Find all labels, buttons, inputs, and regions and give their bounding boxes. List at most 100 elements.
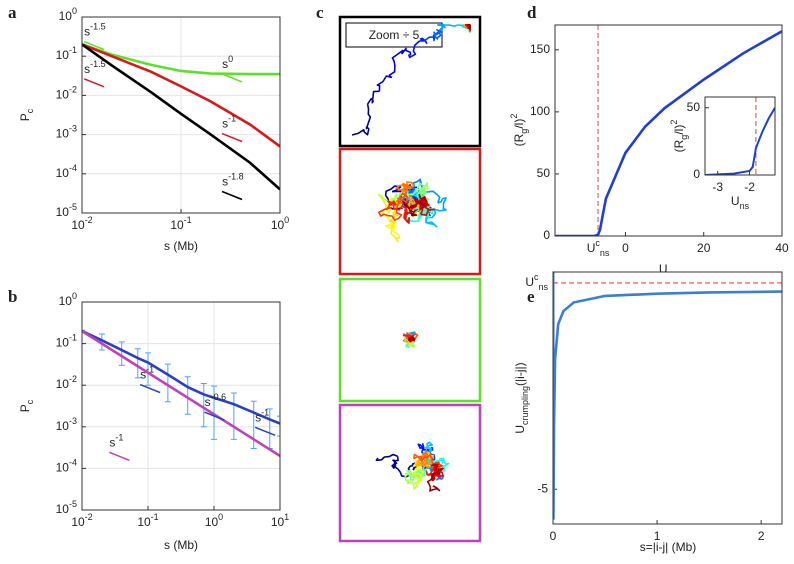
text-part: -4 xyxy=(69,163,77,173)
chain-segment xyxy=(415,457,427,467)
x-axis-label: s (Mb) xyxy=(164,239,198,253)
panel-letter: b xyxy=(8,287,17,306)
error-bar xyxy=(230,392,237,440)
chain-segment xyxy=(382,199,393,215)
chain-segment xyxy=(403,212,411,224)
x-tick-label: 10-2 xyxy=(71,512,92,529)
chain-segment xyxy=(434,457,446,463)
x-tick-label: 100 xyxy=(271,215,289,232)
panel-letter: c xyxy=(316,3,324,22)
y-tick-label: 10-5 xyxy=(56,499,77,516)
slope-guide xyxy=(83,78,105,88)
chain-segment xyxy=(420,453,434,463)
text-part: -1 xyxy=(69,333,77,343)
text-part: -0.6 xyxy=(211,393,227,403)
slope-label: s-1 xyxy=(140,365,154,382)
series-line xyxy=(553,272,782,520)
chain-segment xyxy=(392,456,399,466)
text-part: 1 xyxy=(284,512,289,522)
text-part: s xyxy=(222,57,228,71)
text-part: -5 xyxy=(69,202,77,212)
text-part: s xyxy=(109,436,115,450)
series-line xyxy=(705,107,775,175)
text-part: -1 xyxy=(228,114,236,124)
text-part: 10 xyxy=(56,166,70,180)
text-part: 10 xyxy=(56,336,70,350)
chain-segment xyxy=(412,178,424,188)
text-part: P xyxy=(18,404,32,412)
chain-segment xyxy=(393,204,409,216)
chain-segment xyxy=(409,343,415,348)
chain-segment xyxy=(389,207,399,223)
series-line xyxy=(555,30,782,236)
chain-segment xyxy=(406,205,418,217)
x-tick-label: 1 xyxy=(654,529,661,543)
chain-segment xyxy=(408,40,421,59)
x-tick-label: 101 xyxy=(271,512,289,529)
text-part: 10 xyxy=(56,377,70,391)
x-axis-label: Uns xyxy=(731,194,750,211)
chain-segment xyxy=(402,201,417,209)
x-axis-label: s (Mb) xyxy=(164,538,198,552)
chain-segment xyxy=(423,31,440,42)
text-part: (R xyxy=(512,133,526,146)
slope-guide xyxy=(139,383,161,394)
chain-segment xyxy=(412,466,424,477)
panel-letter: a xyxy=(8,3,17,22)
error-bar xyxy=(118,341,125,366)
plot-area xyxy=(82,302,280,510)
chain-segment xyxy=(403,334,412,338)
series-line xyxy=(82,329,280,425)
text-part: s xyxy=(255,410,261,424)
y-axis-label: (Rg/l)2 xyxy=(509,114,529,147)
chain-segment xyxy=(439,458,450,467)
chain-segment xyxy=(440,24,459,31)
chain-segment xyxy=(408,338,412,341)
y-tick-label: 100 xyxy=(59,291,77,308)
text-part: -1.5 xyxy=(90,59,106,69)
y-tick-label: -5 xyxy=(537,481,548,495)
error-bar xyxy=(277,415,280,437)
chain-segment xyxy=(351,125,370,136)
text-part: s xyxy=(84,25,90,39)
panel-letter: d xyxy=(527,3,537,22)
y-tick-label: 10-4 xyxy=(56,458,77,475)
chain-segment xyxy=(437,197,447,211)
error-bar xyxy=(98,333,105,351)
series-line xyxy=(82,329,280,457)
error-bar xyxy=(164,363,171,403)
text-part: s (Mb) xyxy=(164,239,198,253)
text-part: c xyxy=(25,399,35,404)
chain-segment xyxy=(366,90,380,105)
chain-segment xyxy=(417,443,425,453)
text-part: -2 xyxy=(69,375,77,385)
slope-guide xyxy=(221,190,243,201)
slope-label: s0 xyxy=(222,54,233,71)
text-part: c xyxy=(534,272,539,282)
chain-segment xyxy=(396,193,406,204)
x-tick-label: 10-1 xyxy=(170,215,191,232)
slope-guide xyxy=(254,426,276,437)
text-part: c xyxy=(25,108,35,113)
x-tick-label: 10-1 xyxy=(137,512,158,529)
chain-segment xyxy=(417,203,431,221)
chain-segment xyxy=(422,460,432,469)
text-part: -1 xyxy=(146,365,154,375)
slope-label: s-1.8 xyxy=(222,172,244,189)
chain-segment xyxy=(429,485,441,492)
text-part: -3 xyxy=(69,416,77,426)
chain-segment xyxy=(390,221,401,243)
text-part: P xyxy=(18,113,32,121)
text-part: 10 xyxy=(271,218,285,232)
y-axis-label: Pc xyxy=(18,399,35,412)
y-axis-label: (Rg/l)2 xyxy=(669,120,689,153)
chain-segment xyxy=(365,103,372,130)
slope-guide xyxy=(221,132,243,143)
axes-frame xyxy=(81,301,281,511)
text-part: -2 xyxy=(85,512,93,522)
chain-segment xyxy=(387,200,397,209)
text-part: 10 xyxy=(205,515,219,529)
text-part: U xyxy=(731,194,740,208)
text-part: c xyxy=(595,238,600,248)
text-part: 10 xyxy=(56,461,70,475)
